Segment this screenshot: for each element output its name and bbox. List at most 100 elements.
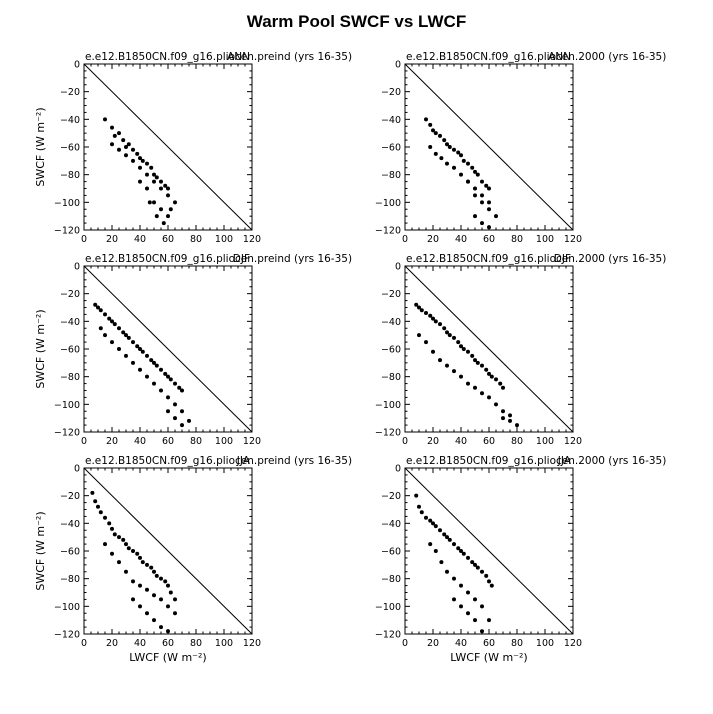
y-tick-label: −120 <box>375 226 401 237</box>
data-point <box>442 532 447 537</box>
one-to-one-line <box>83 265 253 433</box>
y-tick-label: −40 <box>381 115 401 126</box>
data-point <box>480 200 484 205</box>
scatter-panel-2: e.e12.B1850CN.f09_g16.pliocen.2000 (yrs … <box>375 51 666 245</box>
data-point <box>110 319 114 324</box>
scatter-panel-4: e.e12.B1850CN.f09_g16.pliocen.2000 (yrs … <box>375 253 666 447</box>
data-point <box>168 377 173 382</box>
data-point <box>168 590 173 595</box>
data-point <box>484 367 489 372</box>
data-point <box>110 125 114 130</box>
data-point <box>152 569 156 574</box>
data-point <box>110 551 114 556</box>
data-point <box>445 161 449 166</box>
data-point <box>459 374 463 379</box>
data-point <box>110 340 114 345</box>
data-point <box>135 151 140 156</box>
data-point <box>419 308 424 313</box>
data-point <box>473 358 477 363</box>
scatter-panel-6: e.e12.B1850CN.f09_g16.pliocen.2000 (yrs … <box>375 455 666 664</box>
scatter-panel-1: e.e12.B1850CN.f09_g16.pliocen.preind (yr… <box>34 51 352 245</box>
data-point <box>466 161 470 166</box>
data-point <box>180 423 184 428</box>
one-to-one-line <box>83 467 253 635</box>
y-tick-label: −40 <box>381 317 401 328</box>
x-tick-label: 20 <box>106 436 118 447</box>
x-tick-label: 120 <box>243 234 261 245</box>
data-point <box>93 302 98 307</box>
data-point <box>414 302 419 307</box>
data-point <box>452 597 456 602</box>
chart-title: Warm Pool SWCF vs LWCF <box>246 12 467 31</box>
y-tick-label: −120 <box>375 630 401 641</box>
y-tick-label: −80 <box>60 574 80 585</box>
data-point <box>112 133 117 138</box>
data-point <box>424 117 428 122</box>
x-tick-label: 60 <box>483 436 495 447</box>
data-point <box>173 381 177 386</box>
x-tick-label: 0 <box>81 234 87 245</box>
data-point <box>487 371 491 376</box>
y-tick-label: −60 <box>381 143 401 154</box>
x-tick-label: 80 <box>190 234 202 245</box>
one-to-one-line <box>83 63 253 231</box>
data-point <box>452 147 456 152</box>
data-point <box>466 179 470 184</box>
data-point <box>417 504 421 509</box>
data-point <box>173 402 177 407</box>
x-tick-label: 100 <box>215 234 233 245</box>
x-tick-label: 20 <box>427 436 439 447</box>
data-point <box>103 312 107 317</box>
x-tick-label: 80 <box>511 638 523 649</box>
data-point <box>487 207 491 212</box>
y-tick-label: −20 <box>60 289 80 300</box>
data-point <box>168 207 173 212</box>
x-tick-label: 20 <box>427 234 439 245</box>
data-point <box>433 549 438 553</box>
data-point <box>124 145 128 149</box>
data-point <box>498 381 503 386</box>
data-point <box>466 349 470 354</box>
season-label: DJF <box>233 253 250 265</box>
x-tick-label: 120 <box>564 234 582 245</box>
data-point <box>473 385 477 390</box>
data-point <box>159 186 163 191</box>
data-point <box>447 145 452 149</box>
panel-subtitle: e.e12.B1850CN.f09_g16.pliocen.preind (yr… <box>85 455 352 467</box>
data-point <box>96 305 100 310</box>
y-tick-label: −100 <box>54 198 80 209</box>
data-point <box>461 347 466 351</box>
data-point <box>124 353 128 358</box>
season-label: DJF <box>554 253 571 265</box>
x-tick-label: 20 <box>106 234 118 245</box>
x-tick-label: 20 <box>427 638 439 649</box>
x-tick-label: 40 <box>455 234 467 245</box>
data-point <box>131 360 135 365</box>
data-point <box>126 335 131 340</box>
data-point <box>98 308 103 313</box>
data-point <box>152 200 156 205</box>
data-point <box>428 542 433 547</box>
data-point <box>466 555 470 560</box>
data-point <box>145 186 149 191</box>
data-point <box>112 532 117 537</box>
data-point <box>154 573 159 578</box>
data-point <box>131 597 135 602</box>
y-tick-label: −120 <box>54 226 80 237</box>
data-point <box>138 156 142 161</box>
data-point <box>452 335 456 340</box>
data-point <box>445 569 449 574</box>
data-point <box>152 618 156 623</box>
data-point <box>473 186 477 191</box>
y-tick-label: −60 <box>60 345 80 356</box>
data-point <box>138 555 142 560</box>
data-point <box>447 537 452 542</box>
data-point <box>480 604 484 609</box>
data-point <box>470 560 475 565</box>
data-point <box>473 597 477 602</box>
data-point <box>149 358 154 363</box>
x-tick-label: 100 <box>536 436 554 447</box>
data-point <box>445 330 449 335</box>
data-point <box>145 374 149 379</box>
y-tick-label: −80 <box>60 372 80 383</box>
